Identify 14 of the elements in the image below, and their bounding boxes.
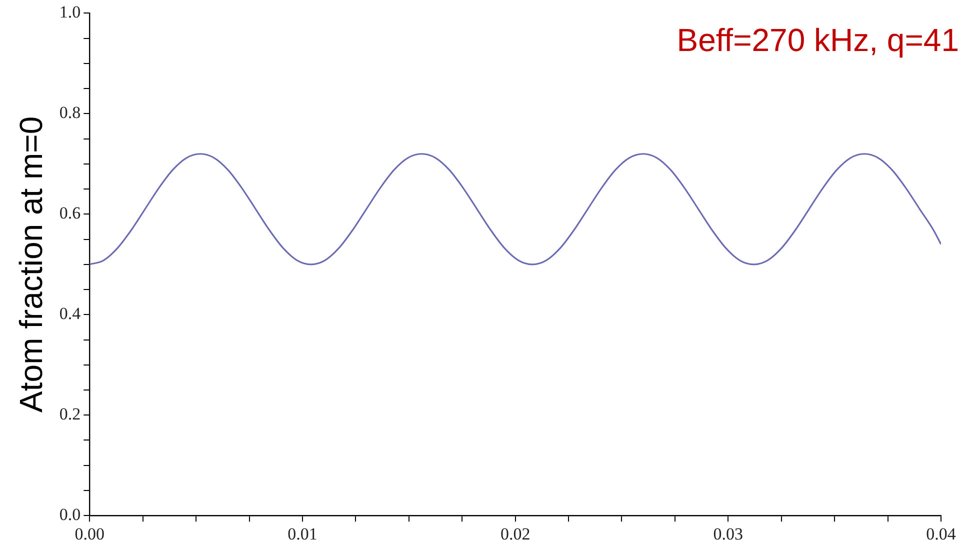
y-tick-label: 0.6 <box>59 204 81 223</box>
x-tick-label: 0.04 <box>926 524 956 544</box>
y-tick-label: 0.0 <box>59 505 81 524</box>
x-tick-label: 0.01 <box>288 524 318 544</box>
y-tick-label: 0.2 <box>59 404 81 424</box>
x-tick-label: 0.02 <box>500 524 530 544</box>
line-series <box>90 153 941 266</box>
y-tick-label: 1.0 <box>59 2 81 22</box>
x-tick-label: 0.00 <box>74 524 105 544</box>
y-tick-label: 0.4 <box>59 304 82 324</box>
y-tick-label: 0.8 <box>59 103 81 122</box>
x-tick-label: 0.03 <box>713 524 744 544</box>
y-axis-title: Atom fraction at m=0 <box>13 116 50 412</box>
annotation: Beff=270 kHz, q=41 <box>676 22 959 59</box>
